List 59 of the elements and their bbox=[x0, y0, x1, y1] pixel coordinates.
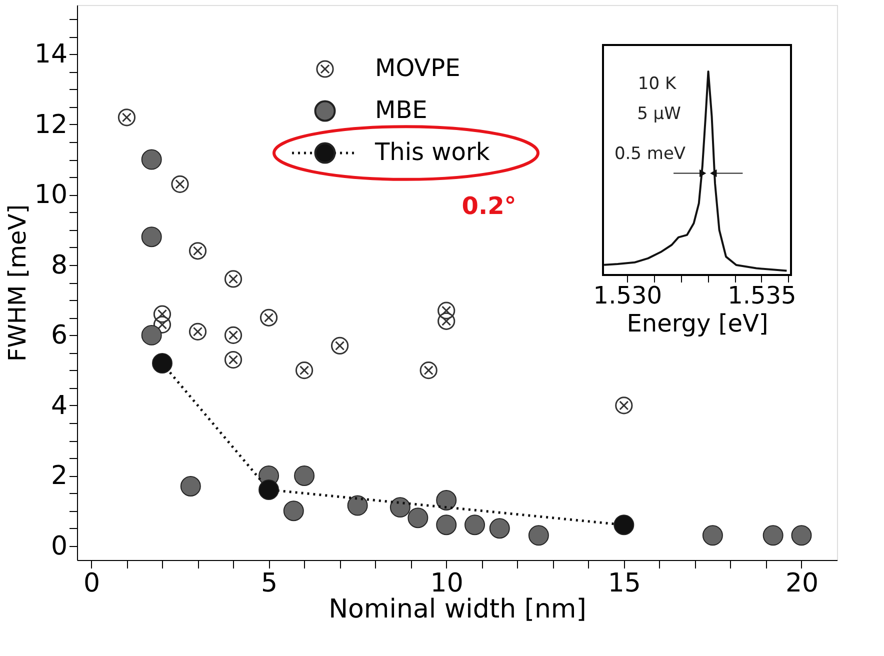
point bbox=[258, 480, 280, 500]
point bbox=[438, 302, 456, 320]
annotation: 10 K bbox=[638, 74, 677, 94]
point bbox=[260, 308, 278, 326]
point bbox=[436, 490, 457, 511]
point bbox=[390, 497, 410, 518]
point bbox=[171, 175, 189, 193]
x-tick-label: 1.535 bbox=[728, 282, 796, 310]
x-axis-title: Energy [eV] bbox=[626, 310, 768, 338]
point bbox=[702, 525, 723, 546]
point bbox=[489, 518, 510, 539]
point bbox=[180, 476, 201, 496]
point bbox=[153, 316, 172, 334]
point bbox=[224, 326, 242, 344]
point bbox=[420, 362, 438, 380]
point bbox=[464, 514, 486, 536]
y-tick-label: 2 bbox=[50, 461, 68, 492]
x-tick-label: 5 bbox=[261, 568, 278, 598]
point bbox=[436, 514, 457, 536]
x-tick-label: 15 bbox=[608, 568, 641, 598]
point bbox=[615, 396, 633, 414]
y-tick-label: 8 bbox=[50, 250, 68, 280]
y-tick-label: 0 bbox=[50, 531, 68, 562]
x-tick-label: 1.530 bbox=[593, 282, 662, 310]
y-tick-label: 12 bbox=[34, 110, 68, 140]
point bbox=[791, 525, 812, 546]
point bbox=[283, 500, 304, 522]
y-tick-label: 10 bbox=[34, 180, 68, 210]
point bbox=[224, 270, 242, 288]
point bbox=[224, 350, 242, 369]
y-tick-label: 6 bbox=[50, 320, 68, 351]
legend-label: This work bbox=[374, 138, 490, 166]
legend-label: MBE bbox=[375, 96, 428, 124]
annotation: 0.5 meV bbox=[614, 144, 686, 164]
point bbox=[118, 108, 136, 126]
point bbox=[141, 226, 162, 248]
point bbox=[762, 525, 784, 546]
point bbox=[188, 242, 207, 260]
point bbox=[408, 508, 428, 528]
point bbox=[614, 514, 634, 536]
y-tick-label: 4 bbox=[50, 390, 68, 421]
y-axis-title: FWHM [meV] bbox=[3, 204, 32, 362]
x-tick-label: 0 bbox=[83, 568, 100, 598]
point bbox=[153, 305, 172, 323]
legend-label: MOVPE bbox=[375, 54, 460, 82]
point bbox=[188, 322, 207, 340]
point bbox=[141, 149, 162, 170]
point bbox=[528, 525, 549, 546]
annotation: 0.2° bbox=[462, 192, 516, 220]
x-tick-label: 20 bbox=[785, 568, 819, 598]
point bbox=[152, 353, 172, 374]
point bbox=[141, 324, 162, 346]
y-tick-label: 14 bbox=[34, 40, 68, 70]
point bbox=[295, 362, 314, 380]
point bbox=[347, 495, 368, 516]
point bbox=[438, 312, 456, 330]
annotation: 5 μW bbox=[637, 104, 682, 124]
point bbox=[294, 465, 315, 486]
point bbox=[330, 336, 349, 355]
